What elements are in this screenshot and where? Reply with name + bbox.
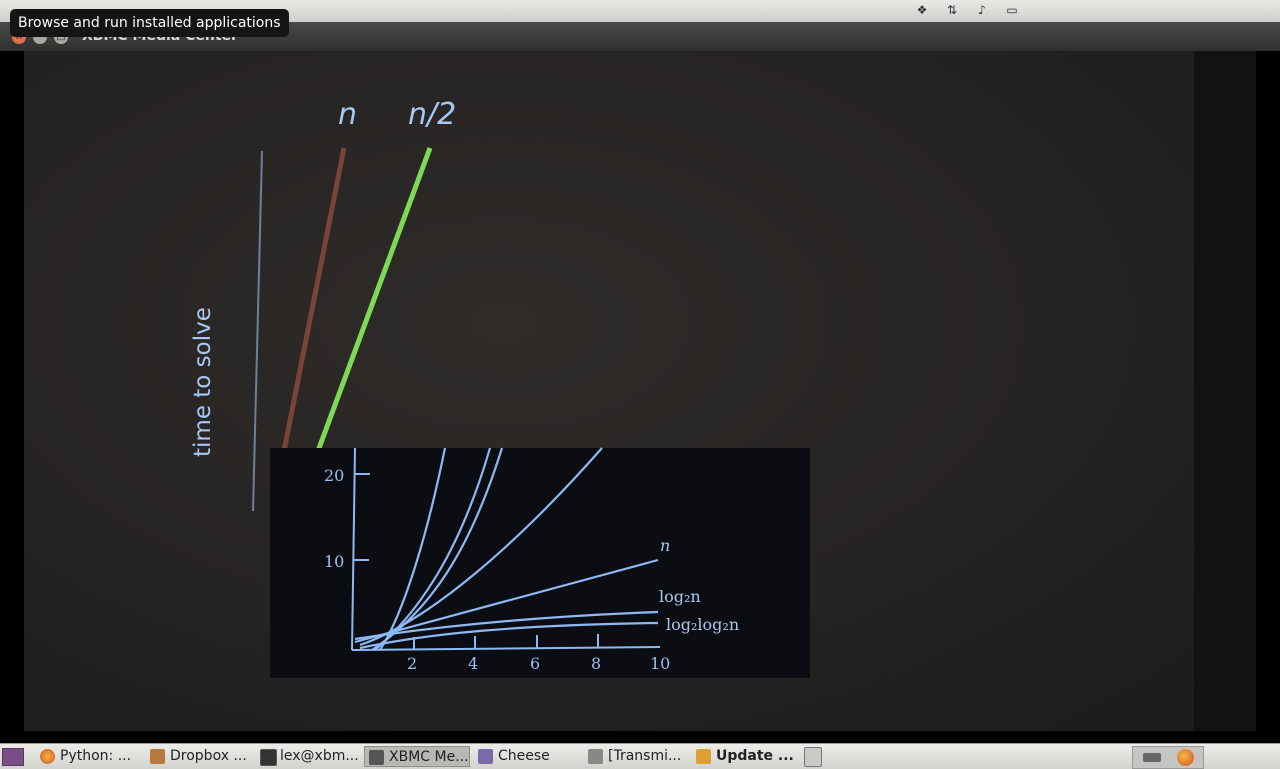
x-tick-label-2: 2 bbox=[407, 654, 417, 673]
n-half-line bbox=[315, 147, 433, 452]
y-tick-label-20: 20 bbox=[324, 466, 344, 485]
slide-y-axis bbox=[252, 150, 263, 512]
curve-label-log: log₂n bbox=[659, 587, 701, 606]
task-cheese[interactable]: Cheese bbox=[474, 746, 578, 767]
task-terminal[interactable]: lex@xbm... bbox=[256, 746, 360, 767]
inset-background bbox=[270, 448, 810, 678]
task-label: lex@xbm... bbox=[280, 748, 359, 764]
curve-n bbox=[354, 558, 659, 644]
n-half-label: n/2 bbox=[408, 97, 456, 132]
firefox-icon bbox=[40, 749, 55, 764]
n-line bbox=[281, 147, 347, 452]
task-xbmc[interactable]: XBMC Me... bbox=[364, 746, 470, 767]
curve-loglog bbox=[359, 621, 659, 650]
update-icon bbox=[696, 749, 711, 764]
task-transmission[interactable]: [Transmi... bbox=[584, 746, 688, 767]
volume-icon[interactable]: ♪ bbox=[978, 3, 986, 17]
video-frame[interactable]: n n/2 time to solve 20 10 2 4 6 8 10 n l… bbox=[0, 51, 1280, 743]
network-icon[interactable]: ⇅ bbox=[946, 3, 958, 17]
trash-icon[interactable] bbox=[804, 747, 822, 767]
inset-x-axis bbox=[351, 646, 661, 651]
x-tick-label-8: 8 bbox=[591, 654, 601, 673]
task-label: Cheese bbox=[498, 748, 550, 764]
inset-y-axis bbox=[351, 447, 356, 651]
top-tray: ❖ ⇅ ♪ ▭ bbox=[914, 3, 1020, 17]
keyboard-icon[interactable] bbox=[1143, 753, 1161, 762]
x-tick-label-10: 10 bbox=[650, 654, 670, 673]
folder-icon bbox=[150, 749, 165, 764]
task-label: XBMC Me... bbox=[389, 749, 469, 765]
cheese-icon bbox=[478, 749, 493, 764]
curve-label-loglog: log₂log₂n bbox=[666, 615, 739, 634]
task-dropbox[interactable]: Dropbox ... bbox=[146, 746, 250, 767]
bottom-tray bbox=[1132, 746, 1204, 769]
y-tick-label-10: 10 bbox=[324, 552, 344, 571]
xbmc-icon bbox=[369, 750, 384, 765]
x-tick-label-4: 4 bbox=[468, 654, 478, 673]
screen-edge bbox=[1194, 51, 1256, 731]
firefox-launcher-icon[interactable] bbox=[1177, 749, 1194, 766]
y-axis-label: time to solve bbox=[190, 307, 216, 457]
x-tick-label-6: 6 bbox=[530, 654, 540, 673]
task-label: [Transmi... bbox=[608, 748, 682, 764]
transmission-icon bbox=[588, 749, 603, 764]
task-python[interactable]: Python: ... bbox=[36, 746, 140, 767]
complexity-inset: 20 10 2 4 6 8 10 n log₂n log₂log₂n bbox=[270, 447, 810, 678]
battery-icon[interactable]: ▭ bbox=[1006, 3, 1018, 17]
applications-menu-icon[interactable] bbox=[2, 748, 24, 766]
task-update[interactable]: Update ... bbox=[692, 746, 796, 767]
bottom-panel: Python: ... Dropbox ... lex@xbm... XBMC … bbox=[0, 743, 1280, 769]
slide-chart: n n/2 time to solve bbox=[190, 97, 456, 512]
n-label: n bbox=[338, 97, 357, 132]
terminal-icon bbox=[260, 749, 277, 766]
task-label: Dropbox ... bbox=[170, 748, 247, 764]
task-label: Python: ... bbox=[60, 748, 132, 764]
curve-label-n: n bbox=[660, 536, 670, 555]
applications-tooltip: Browse and run installed applications bbox=[10, 9, 289, 37]
curve-log bbox=[354, 610, 659, 641]
task-label: Update ... bbox=[716, 748, 794, 764]
dropbox-icon[interactable]: ❖ bbox=[916, 3, 928, 17]
